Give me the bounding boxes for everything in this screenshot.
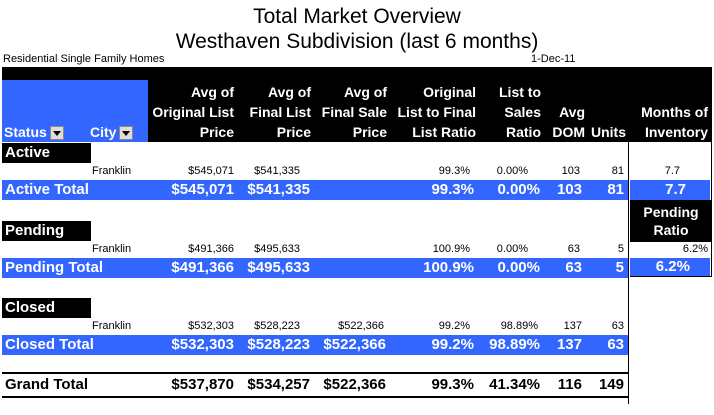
active-avg-orig: $545,071 bbox=[188, 165, 234, 177]
grand-total-units: 149 bbox=[598, 376, 624, 393]
active-orig-ratio: 99.3% bbox=[438, 165, 470, 177]
closed-total-row bbox=[2, 335, 628, 355]
pending-total-dom: 63 bbox=[565, 259, 582, 276]
closed-total-dom: 137 bbox=[556, 336, 582, 353]
pending-units: 5 bbox=[617, 243, 624, 255]
report-title: Total Market Overview bbox=[253, 5, 461, 28]
closed-avg-orig: $532,303 bbox=[188, 320, 234, 332]
closed-sales-ratio: 98.89% bbox=[500, 320, 538, 332]
active-sales-ratio: 0.00% bbox=[496, 165, 528, 177]
active-total-units: 81 bbox=[607, 181, 624, 198]
pending-total-sales-ratio: 0.00% bbox=[497, 259, 540, 276]
pending-total-units: 5 bbox=[615, 259, 624, 276]
header-status: Status bbox=[4, 122, 64, 142]
closed-total-avg-orig: $532,303 bbox=[171, 336, 234, 353]
closed-dom: 137 bbox=[563, 320, 582, 332]
grand-total-avg-sale: $522,366 bbox=[323, 376, 386, 393]
grand-total-sales-ratio: 41.34% bbox=[489, 376, 540, 393]
section-active: Active bbox=[2, 143, 91, 163]
closed-units: 63 bbox=[611, 320, 624, 332]
pending-total-ratio-cell bbox=[630, 258, 710, 276]
grand-total-top-border bbox=[2, 372, 628, 374]
right-border bbox=[628, 142, 629, 404]
pending-total-label: Pending Total bbox=[5, 259, 104, 276]
closed-total-avg-final: $528,223 bbox=[247, 336, 310, 353]
header-city: City bbox=[90, 122, 134, 142]
pending-ratio: 6.2% bbox=[682, 243, 708, 255]
grand-total-dom: 116 bbox=[557, 376, 582, 393]
header-avg-final-list-price: Avg of Final List Price bbox=[249, 84, 311, 140]
active-total-months-cell bbox=[630, 180, 710, 200]
pending-total-avg-final: $495,633 bbox=[247, 259, 310, 276]
section-pending: Pending bbox=[2, 221, 91, 241]
active-total-label: Active Total bbox=[5, 181, 89, 198]
closed-city: Franklin bbox=[92, 320, 132, 332]
pending-ratio-label: Pending Ratio bbox=[643, 204, 699, 238]
pending-total-row bbox=[2, 258, 628, 278]
pending-orig-ratio: 100.9% bbox=[432, 243, 470, 255]
header-list-to-sales-ratio: List to Sales Ratio bbox=[499, 84, 541, 140]
grand-total-avg-orig: $537,870 bbox=[171, 376, 234, 393]
pending-sales-ratio: 0.00% bbox=[496, 243, 528, 255]
inventory-bottom bbox=[630, 276, 712, 277]
header-original-list-ratio: Original List to Final List Ratio bbox=[397, 84, 476, 140]
active-months: 7.7 bbox=[664, 165, 680, 177]
closed-orig-ratio: 99.2% bbox=[438, 320, 470, 332]
pending-avg-orig: $491,366 bbox=[188, 243, 234, 255]
active-total-months: 7.7 bbox=[665, 181, 686, 198]
pending-total-orig-ratio: 100.9% bbox=[423, 259, 474, 276]
active-total-dom: 103 bbox=[556, 181, 582, 198]
closed-total-units: 63 bbox=[607, 336, 624, 353]
closed-avg-sale: $522,366 bbox=[338, 320, 384, 332]
active-total-sales-ratio: 0.00% bbox=[497, 181, 540, 198]
active-avg-final: $541,335 bbox=[254, 165, 300, 177]
active-city: Franklin bbox=[92, 165, 132, 177]
active-total-avg-final: $541,335 bbox=[247, 181, 310, 198]
closed-total-label: Closed Total bbox=[5, 336, 94, 353]
grand-total-orig-ratio: 99.3% bbox=[431, 376, 474, 393]
grand-total-label: Grand Total bbox=[5, 376, 89, 393]
active-dom: 103 bbox=[561, 165, 580, 177]
property-type: Residential Single Family Homes bbox=[3, 53, 165, 65]
section-closed: Closed bbox=[2, 298, 91, 318]
grand-total-bottom-border bbox=[2, 396, 628, 398]
header-months-of-inventory: Months of Inventory bbox=[641, 104, 708, 140]
grand-total-avg-final: $534,257 bbox=[247, 376, 310, 393]
header-avg-final-sale-price: Avg of Final Sale Price bbox=[321, 84, 387, 140]
city-filter-dropdown[interactable] bbox=[119, 126, 134, 141]
report-date: 1-Dec-11 bbox=[531, 53, 576, 65]
closed-total-orig-ratio: 99.2% bbox=[431, 336, 474, 353]
pending-ratio-header bbox=[630, 200, 712, 242]
pending-dom: 63 bbox=[567, 243, 580, 255]
closed-total-avg-sale: $522,366 bbox=[323, 336, 386, 353]
closed-avg-final: $528,223 bbox=[254, 320, 300, 332]
active-units: 81 bbox=[611, 165, 624, 177]
active-total-row bbox=[2, 180, 628, 200]
pending-total-avg-orig: $491,366 bbox=[171, 259, 234, 276]
pending-city: Franklin bbox=[92, 243, 132, 255]
pending-avg-final: $495,633 bbox=[254, 243, 300, 255]
closed-total-sales-ratio: 98.89% bbox=[489, 336, 540, 353]
active-total-avg-orig: $545,071 bbox=[171, 181, 234, 198]
pending-total-ratio: 6.2% bbox=[655, 258, 690, 275]
report-subtitle: Westhaven Subdivision (last 6 months) bbox=[175, 30, 539, 53]
header-units: Units bbox=[591, 124, 626, 140]
status-filter-dropdown[interactable] bbox=[49, 126, 64, 141]
header-avg-dom: Avg DOM bbox=[552, 104, 585, 140]
active-total-orig-ratio: 99.3% bbox=[431, 181, 474, 198]
header-avg-original-list-price: Avg of Original List Price bbox=[152, 84, 234, 140]
